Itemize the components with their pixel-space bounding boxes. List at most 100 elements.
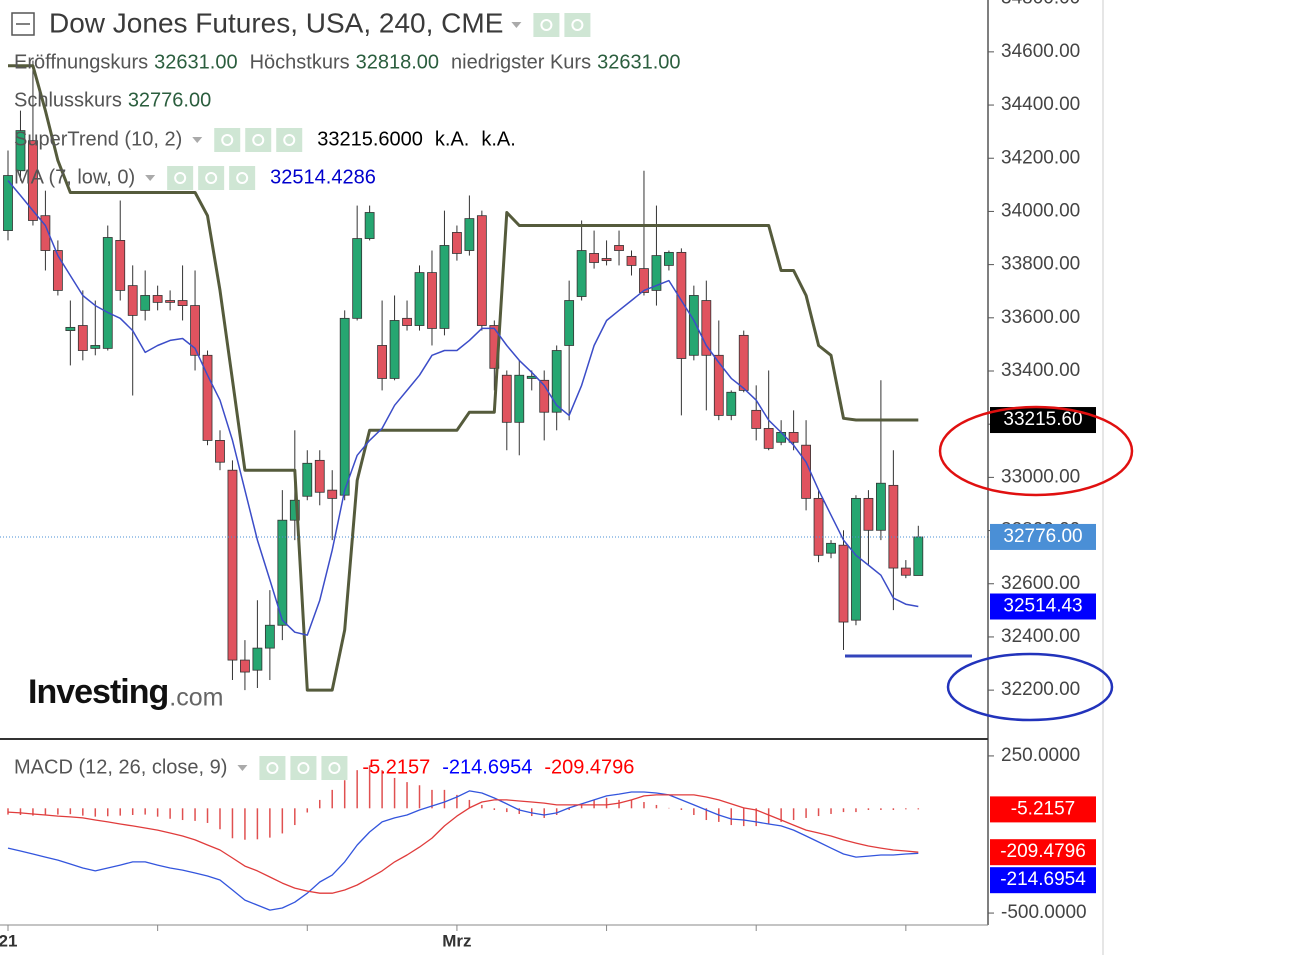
- price-label: 32776.00: [1003, 526, 1082, 547]
- legend-icon[interactable]: [259, 756, 286, 780]
- candle-body: [215, 440, 225, 463]
- legend-icon[interactable]: [533, 13, 560, 37]
- legend-value: -214.6954: [442, 756, 532, 778]
- x-tick-label: 21: [0, 931, 17, 950]
- candle-body: [838, 544, 849, 623]
- candle-body: [501, 374, 512, 423]
- y-tick-label: 33600.00: [1001, 307, 1080, 328]
- legend-icon[interactable]: [564, 13, 591, 37]
- legend-entry: SuperTrend (10, 2): [14, 128, 182, 150]
- legend-dropdown[interactable]: [145, 175, 156, 181]
- legend-value: 32514.4286: [270, 166, 376, 188]
- legend-label: Schlusskurs: [14, 89, 122, 111]
- candle-body: [851, 497, 861, 621]
- candle-body: [676, 251, 687, 359]
- candle-body: [90, 345, 101, 349]
- legend-value: 33215.6000: [317, 128, 423, 150]
- candle-body: [227, 469, 238, 661]
- collapse-icon[interactable]: [11, 12, 35, 36]
- legend-icon: [205, 172, 218, 184]
- legend-value: 32776.00: [128, 89, 211, 111]
- candle-body: [202, 354, 213, 441]
- legend-value: k.A.: [435, 128, 469, 150]
- candle-body: [614, 245, 624, 251]
- candle-body: [514, 374, 525, 423]
- annotation-ellipse: [938, 405, 1134, 497]
- legend-icon: [328, 762, 341, 774]
- price-label-box: [990, 867, 1096, 894]
- legend-dropdown[interactable]: [192, 137, 203, 143]
- legend-value: 32631.00: [154, 51, 237, 73]
- candle-body: [876, 482, 886, 531]
- legend-icon: [221, 134, 234, 146]
- candle-body: [15, 130, 26, 172]
- legend-value: -5.2157: [362, 756, 430, 778]
- legend-icon: [540, 19, 553, 31]
- price-label: -5.2157: [1011, 798, 1075, 819]
- legend-dropdown[interactable]: [511, 22, 522, 28]
- price-label-box: [990, 523, 1096, 550]
- legend-entry: MA (7, low, 0): [14, 166, 135, 188]
- price-label: -209.4796: [1000, 841, 1086, 862]
- candle-body: [289, 499, 300, 521]
- price-label: 33215.60: [1003, 409, 1082, 430]
- candle-body: [102, 237, 113, 349]
- legend-value: -209.4796: [544, 756, 634, 778]
- y-tick-label: 32600.00: [1001, 573, 1080, 594]
- price-label-box: [990, 796, 1096, 823]
- candle-body: [277, 519, 288, 626]
- candle-body: [564, 300, 575, 346]
- price-label: 32514.43: [1003, 596, 1082, 617]
- candle-body: [464, 218, 475, 251]
- legend-icon[interactable]: [290, 756, 317, 780]
- legend-icon[interactable]: [276, 128, 303, 152]
- legend-icon[interactable]: [229, 166, 256, 190]
- legend-value: k.A.: [481, 128, 515, 150]
- y-tick-label: 32400.00: [1001, 626, 1080, 647]
- candle-body: [813, 497, 824, 556]
- legend-icon: [236, 172, 249, 184]
- overlay: 33215.60 32514.43 32776.00 -5.2157 -209.4796…: [14, 13, 1096, 894]
- y-tick-label: 34600.00: [1001, 41, 1080, 62]
- chart-title: Dow Jones Futures, USA, 240, CME: [49, 7, 503, 38]
- watermark: Investing: [28, 673, 168, 711]
- candle-body: [888, 484, 899, 569]
- candle-body: [52, 250, 63, 291]
- candle-body: [776, 432, 787, 443]
- legend-icon[interactable]: [321, 756, 348, 780]
- candle-body: [252, 647, 263, 671]
- candle-body: [589, 253, 599, 263]
- candle-body: [327, 489, 338, 499]
- candle-body: [701, 300, 712, 356]
- candle-body: [539, 379, 550, 413]
- y-tick-label: -500.0000: [1001, 902, 1087, 923]
- candle-body: [826, 542, 836, 554]
- y-tick-label: 33000.00: [1001, 466, 1080, 487]
- candle-body: [726, 391, 737, 416]
- legend-icon: [252, 134, 265, 146]
- candle-body: [427, 272, 437, 329]
- legend-dropdown[interactable]: [237, 765, 248, 771]
- candle-body: [314, 459, 325, 493]
- y-tick-label: 33400.00: [1001, 360, 1080, 381]
- legend-value: 32631.00: [597, 51, 680, 73]
- candle-body: [377, 345, 388, 379]
- candle-body: [302, 462, 313, 497]
- candle-body: [788, 432, 799, 443]
- legend-icon[interactable]: [198, 166, 225, 190]
- y-tick-label: 34200.00: [1001, 147, 1080, 168]
- candle-body: [190, 305, 200, 356]
- legend-icon[interactable]: [167, 166, 194, 190]
- candle-body: [900, 567, 911, 576]
- candle-body: [389, 320, 400, 379]
- legend-entry: MACD (12, 26, close, 9): [14, 756, 227, 778]
- legend-icon[interactable]: [245, 128, 272, 152]
- y-tick-label: 34000.00: [1001, 200, 1080, 221]
- candle-body: [738, 334, 749, 391]
- candle-body: [863, 497, 874, 531]
- legend-icon[interactable]: [214, 128, 241, 152]
- candle-body: [177, 300, 188, 306]
- candle-body: [452, 232, 462, 254]
- macd-line: [7, 794, 919, 894]
